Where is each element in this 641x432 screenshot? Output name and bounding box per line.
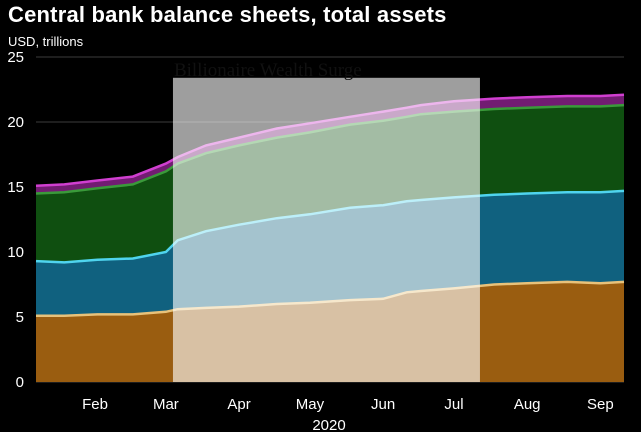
x-tick-label: Mar (153, 396, 179, 413)
x-axis-label: 2020 (312, 417, 345, 432)
y-tick-label: 25 (7, 49, 24, 66)
highlight-band (172, 77, 480, 383)
y-tick-label: 20 (7, 114, 24, 131)
chart-title: Central bank balance sheets, total asset… (8, 2, 447, 27)
x-tick-label: Jul (444, 396, 463, 413)
x-tick-label: Apr (227, 396, 250, 413)
y-tick-label: 10 (7, 244, 24, 261)
y-tick-label: 15 (7, 179, 24, 196)
x-tick-label: Sep (587, 396, 614, 413)
x-tick-label: Aug (514, 396, 541, 413)
y-tick-label: 0 (16, 374, 24, 391)
highlight-label: Billionaire Wealth Surge (174, 60, 362, 81)
x-tick-label: Feb (82, 396, 108, 413)
x-tick-label: Jun (371, 396, 395, 413)
chart-subtitle: USD, trillions (8, 34, 84, 49)
series-area-4 (36, 94, 624, 194)
y-tick-label: 5 (16, 309, 24, 326)
x-tick-label: May (296, 396, 325, 413)
